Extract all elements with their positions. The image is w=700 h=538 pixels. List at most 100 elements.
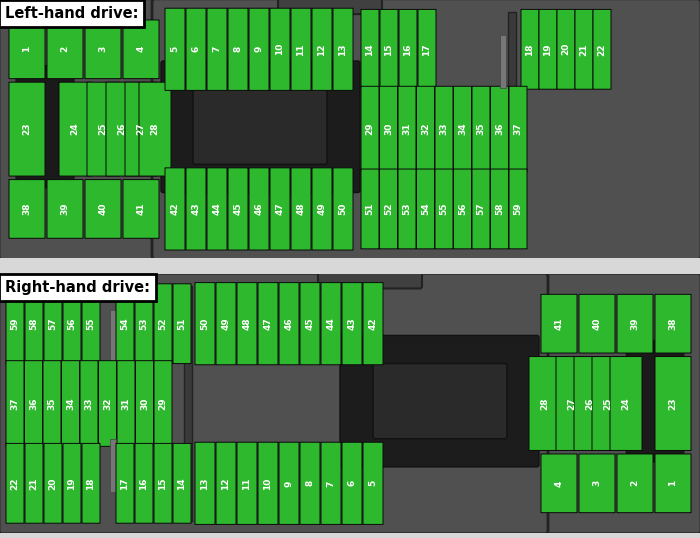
FancyBboxPatch shape bbox=[398, 169, 416, 249]
Text: 10: 10 bbox=[276, 43, 284, 55]
FancyBboxPatch shape bbox=[237, 282, 257, 365]
Text: 58: 58 bbox=[495, 203, 504, 215]
Text: 25: 25 bbox=[603, 397, 612, 410]
FancyBboxPatch shape bbox=[258, 282, 278, 365]
FancyBboxPatch shape bbox=[592, 357, 624, 450]
FancyBboxPatch shape bbox=[82, 443, 100, 523]
FancyBboxPatch shape bbox=[135, 284, 153, 364]
Text: 36: 36 bbox=[495, 123, 504, 136]
Text: 38: 38 bbox=[668, 317, 678, 330]
Text: 21: 21 bbox=[29, 477, 38, 490]
Text: 23: 23 bbox=[668, 397, 678, 410]
FancyBboxPatch shape bbox=[216, 282, 236, 365]
Text: 52: 52 bbox=[384, 203, 393, 215]
Text: 7: 7 bbox=[326, 480, 335, 486]
FancyBboxPatch shape bbox=[80, 360, 98, 447]
Text: 38: 38 bbox=[22, 203, 32, 215]
Text: 54: 54 bbox=[421, 203, 430, 215]
FancyBboxPatch shape bbox=[270, 8, 290, 90]
FancyBboxPatch shape bbox=[165, 8, 185, 90]
Text: 54: 54 bbox=[120, 317, 130, 330]
FancyBboxPatch shape bbox=[0, 273, 548, 534]
FancyBboxPatch shape bbox=[291, 168, 311, 250]
FancyBboxPatch shape bbox=[610, 357, 642, 450]
FancyBboxPatch shape bbox=[557, 9, 575, 89]
FancyBboxPatch shape bbox=[173, 284, 191, 364]
FancyBboxPatch shape bbox=[0, 0, 163, 259]
Text: 23: 23 bbox=[22, 123, 32, 136]
Text: 22: 22 bbox=[598, 43, 606, 55]
FancyBboxPatch shape bbox=[25, 360, 43, 447]
Text: 11: 11 bbox=[242, 477, 251, 490]
Text: 31: 31 bbox=[122, 397, 130, 410]
FancyBboxPatch shape bbox=[136, 360, 153, 447]
FancyBboxPatch shape bbox=[165, 168, 185, 250]
Text: 46: 46 bbox=[255, 203, 263, 215]
Text: 16: 16 bbox=[139, 477, 148, 490]
FancyBboxPatch shape bbox=[154, 360, 172, 447]
FancyBboxPatch shape bbox=[25, 443, 43, 523]
FancyBboxPatch shape bbox=[509, 86, 527, 172]
FancyBboxPatch shape bbox=[321, 282, 341, 365]
FancyBboxPatch shape bbox=[116, 284, 134, 364]
FancyBboxPatch shape bbox=[9, 180, 45, 238]
Text: 51: 51 bbox=[365, 203, 375, 215]
FancyBboxPatch shape bbox=[361, 9, 379, 89]
Text: 15: 15 bbox=[384, 43, 393, 55]
Text: 8: 8 bbox=[305, 480, 314, 486]
Text: 20: 20 bbox=[48, 477, 57, 490]
Text: 48: 48 bbox=[297, 203, 305, 215]
Text: 33: 33 bbox=[440, 123, 449, 136]
Text: 4: 4 bbox=[554, 480, 564, 486]
FancyBboxPatch shape bbox=[63, 443, 81, 523]
Text: 20: 20 bbox=[561, 43, 570, 55]
FancyBboxPatch shape bbox=[579, 294, 615, 353]
FancyBboxPatch shape bbox=[593, 9, 611, 89]
Text: 25: 25 bbox=[99, 123, 108, 136]
Text: 28: 28 bbox=[150, 123, 160, 136]
FancyBboxPatch shape bbox=[579, 454, 615, 513]
Bar bbox=[500, 35, 506, 88]
Text: 28: 28 bbox=[540, 397, 550, 410]
Text: 56: 56 bbox=[67, 317, 76, 330]
Text: 53: 53 bbox=[139, 317, 148, 330]
FancyBboxPatch shape bbox=[6, 443, 24, 523]
FancyBboxPatch shape bbox=[521, 9, 539, 89]
Text: 15: 15 bbox=[158, 477, 167, 490]
FancyBboxPatch shape bbox=[321, 442, 341, 525]
Text: Left-hand drive:: Left-hand drive: bbox=[5, 6, 139, 21]
Text: 47: 47 bbox=[263, 317, 272, 330]
Text: 52: 52 bbox=[158, 317, 167, 330]
FancyBboxPatch shape bbox=[342, 282, 362, 365]
FancyBboxPatch shape bbox=[258, 442, 278, 525]
FancyBboxPatch shape bbox=[154, 284, 172, 364]
FancyBboxPatch shape bbox=[193, 89, 327, 164]
FancyBboxPatch shape bbox=[6, 360, 24, 447]
Text: 50: 50 bbox=[339, 203, 347, 215]
FancyBboxPatch shape bbox=[655, 357, 691, 450]
Text: 1: 1 bbox=[22, 46, 32, 52]
Text: 18: 18 bbox=[87, 477, 95, 490]
Text: 17: 17 bbox=[120, 477, 130, 490]
Text: 57: 57 bbox=[477, 203, 486, 215]
FancyBboxPatch shape bbox=[363, 282, 383, 365]
Text: 14: 14 bbox=[178, 477, 186, 490]
Text: 34: 34 bbox=[66, 397, 75, 410]
Text: 35: 35 bbox=[477, 123, 486, 136]
Text: 17: 17 bbox=[423, 43, 431, 55]
FancyBboxPatch shape bbox=[44, 443, 62, 523]
Text: 10: 10 bbox=[263, 477, 272, 490]
Text: 31: 31 bbox=[402, 123, 412, 136]
FancyBboxPatch shape bbox=[47, 180, 83, 238]
FancyBboxPatch shape bbox=[418, 9, 436, 89]
Text: 6: 6 bbox=[192, 46, 200, 52]
FancyBboxPatch shape bbox=[278, 0, 382, 14]
FancyBboxPatch shape bbox=[25, 284, 43, 364]
FancyBboxPatch shape bbox=[291, 8, 311, 90]
FancyBboxPatch shape bbox=[279, 442, 299, 525]
Text: 6: 6 bbox=[347, 480, 356, 486]
Text: 59: 59 bbox=[514, 203, 522, 215]
FancyBboxPatch shape bbox=[340, 335, 539, 467]
FancyBboxPatch shape bbox=[312, 168, 332, 250]
FancyBboxPatch shape bbox=[279, 282, 299, 365]
